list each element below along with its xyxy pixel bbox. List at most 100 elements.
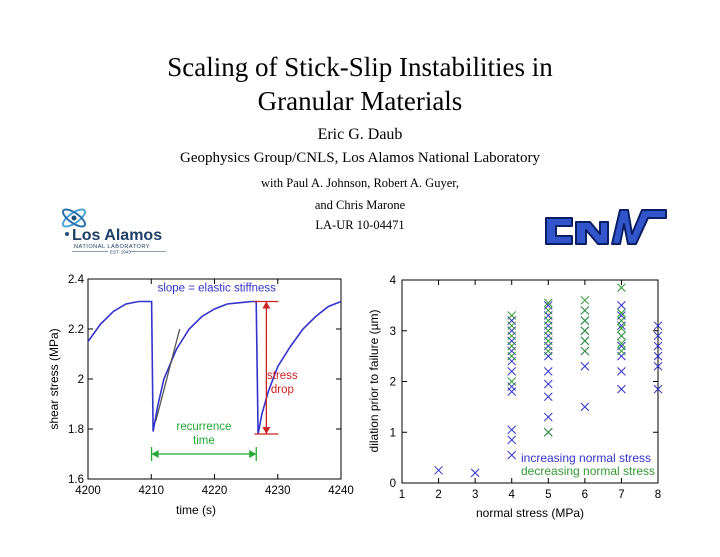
- point-increasing: [507, 425, 517, 435]
- point-decreasing: [580, 336, 590, 346]
- point-increasing: [653, 384, 663, 394]
- point-decreasing: [617, 316, 626, 325]
- x-tick-label: 8: [655, 489, 661, 501]
- stress-drop-arrow: [254, 300, 279, 435]
- author-name: Eric G. Daub: [317, 126, 403, 143]
- point-decreasing: [507, 341, 517, 351]
- x-tick-label: 7: [618, 489, 624, 501]
- y-tick-label: 1.6: [68, 474, 84, 486]
- tangent-line: [155, 328, 181, 422]
- point-decreasing: [580, 316, 590, 325]
- point-increasing: [653, 331, 663, 341]
- x-axis-ticks: 1 2 3 4 5 6 7 8: [399, 280, 661, 501]
- y-tick-label: 1: [390, 427, 396, 439]
- x-axis-label: time (s): [176, 503, 216, 517]
- point-decreasing: [507, 321, 517, 331]
- y-tick-label: 2.2: [68, 324, 84, 336]
- point-decreasing: [617, 323, 626, 333]
- point-decreasing: [543, 346, 553, 356]
- x-axis-ticks: 4200 4210 4220 4230 4240: [75, 279, 354, 497]
- x-tick-label: 4220: [202, 485, 228, 497]
- cnls-icon: [545, 209, 667, 245]
- point-increasing: [617, 366, 626, 376]
- point-increasing: [543, 412, 553, 422]
- y-tick-label: 3: [390, 326, 396, 338]
- point-increasing: [434, 465, 443, 475]
- legend-increasing: increasing normal stress: [521, 451, 651, 465]
- shear-stress-series: [87, 300, 342, 435]
- point-decreasing: [580, 295, 590, 305]
- scatter-points: [434, 283, 663, 478]
- y-tick-label: 2: [390, 377, 396, 389]
- title-line-1: Scaling of Stick-Slip Instabilities in: [167, 52, 553, 82]
- cnls-logo: [545, 209, 667, 245]
- point-decreasing: [543, 326, 553, 336]
- point-decreasing: [543, 316, 553, 325]
- point-increasing: [470, 468, 480, 478]
- x-tick-label: 4: [509, 489, 516, 501]
- point-increasing: [543, 392, 553, 402]
- y-tick-label: 2.4: [68, 274, 85, 286]
- point-decreasing: [617, 308, 626, 318]
- title-line-2: Granular Materials: [257, 86, 463, 116]
- y-tick-label: 2: [78, 374, 84, 386]
- point-decreasing: [617, 283, 626, 292]
- point-increasing: [653, 341, 663, 351]
- y-tick-label: 4: [390, 275, 397, 287]
- x-tick-label: 4210: [138, 485, 164, 497]
- point-decreasing: [543, 306, 553, 315]
- point-decreasing: [507, 351, 517, 361]
- point-increasing: [617, 301, 626, 310]
- point-increasing: [507, 450, 517, 460]
- x-tick-label: 5: [545, 489, 551, 501]
- recurrence-label-1: recurrence: [176, 421, 231, 433]
- point-decreasing: [507, 377, 517, 386]
- x-tick-label: 4240: [328, 485, 354, 497]
- y-axis-label: dilation prior to failure (µm): [367, 310, 381, 453]
- lanl-name: Los Alamos: [72, 227, 162, 244]
- y-axis-ticks: 1.6 1.8 2 2.2 2.4: [68, 274, 341, 486]
- point-decreasing: [507, 331, 517, 341]
- point-decreasing: [617, 346, 626, 356]
- point-decreasing: [543, 298, 553, 308]
- point-decreasing: [543, 427, 553, 437]
- point-decreasing: [617, 331, 626, 341]
- stress-drop-label-1: stress: [267, 370, 298, 382]
- point-increasing: [653, 351, 663, 361]
- point-decreasing: [507, 311, 517, 320]
- y-tick-label: 1.8: [68, 424, 84, 436]
- lanl-atom-icon: [61, 208, 87, 228]
- affiliation: Geophysics Group/CNLS, Los Alamos Nation…: [180, 150, 540, 166]
- x-tick-label: 4230: [265, 485, 291, 497]
- point-increasing: [653, 361, 663, 371]
- y-axis-ticks: 0 1 2 3 4: [390, 275, 658, 490]
- shear-stress-chart: 1.6 1.8 2 2.2 2.4 4200 4210 4220 4230 4240 time …: [47, 274, 354, 517]
- report-number: LA-UR 10-04471: [315, 218, 405, 232]
- x-tick-label: 6: [582, 489, 588, 501]
- point-decreasing: [580, 326, 590, 336]
- point-increasing: [543, 379, 553, 389]
- point-increasing: [543, 366, 553, 376]
- x-tick-label: 2: [435, 489, 441, 501]
- point-decreasing: [543, 336, 553, 346]
- point-decreasing: [580, 346, 590, 356]
- point-decreasing: [617, 339, 626, 348]
- x-tick-label: 3: [472, 489, 478, 501]
- y-tick-label: 0: [390, 478, 396, 490]
- x-axis-label: normal stress (MPa): [476, 506, 584, 520]
- coauthors-line-2: and Chris Marone: [314, 198, 406, 212]
- coauthors-line-1: with Paul A. Johnson, Robert A. Guyer,: [260, 176, 460, 190]
- point-increasing: [507, 435, 517, 445]
- lanl-est: EST. 1943: [110, 250, 131, 255]
- point-decreasing: [580, 306, 590, 315]
- point-increasing: [580, 402, 590, 412]
- point-increasing: [580, 361, 590, 371]
- point-increasing: [617, 384, 626, 394]
- x-tick-label: 1: [399, 489, 405, 501]
- lanl-logo: Los Alamos NATIONAL LABORATORY EST. 1943: [61, 208, 166, 255]
- legend-decreasing: decreasing normal stress: [521, 464, 655, 478]
- recurrence-label-2: time: [193, 435, 215, 447]
- point-increasing: [507, 366, 517, 376]
- x-tick-label: 4200: [75, 485, 101, 497]
